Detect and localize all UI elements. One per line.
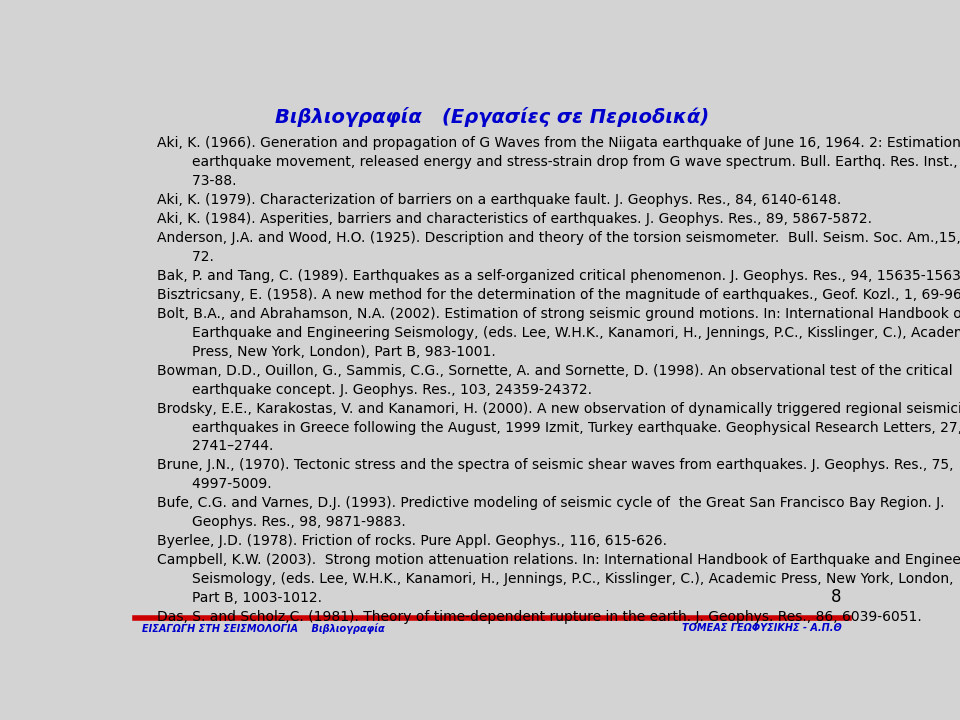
Text: ΕΙΣΑΓΩΓΗ ΣΤΗ ΣΕΙΣΜΟΛΟΓΙΑ    Βιβλιογραφία: ΕΙΣΑΓΩΓΗ ΣΤΗ ΣΕΙΣΜΟΛΟΓΙΑ Βιβλιογραφία: [142, 623, 385, 634]
Text: 8: 8: [831, 588, 842, 606]
Text: Βιβλιογραφία   (Εργασίες σε Περιοδικά): Βιβλιογραφία (Εργασίες σε Περιοδικά): [275, 107, 709, 127]
Text: ΤΟΜΕΑΣ ΓΕΩΦΥΣΙΚΗΣ - Α.Π.Θ: ΤΟΜΕΑΣ ΓΕΩΦΥΣΙΚΗΣ - Α.Π.Θ: [682, 623, 842, 633]
Text: Aki, K. (1966). Generation and propagation of G Waves from the Niigata earthquak: Aki, K. (1966). Generation and propagati…: [157, 136, 960, 624]
